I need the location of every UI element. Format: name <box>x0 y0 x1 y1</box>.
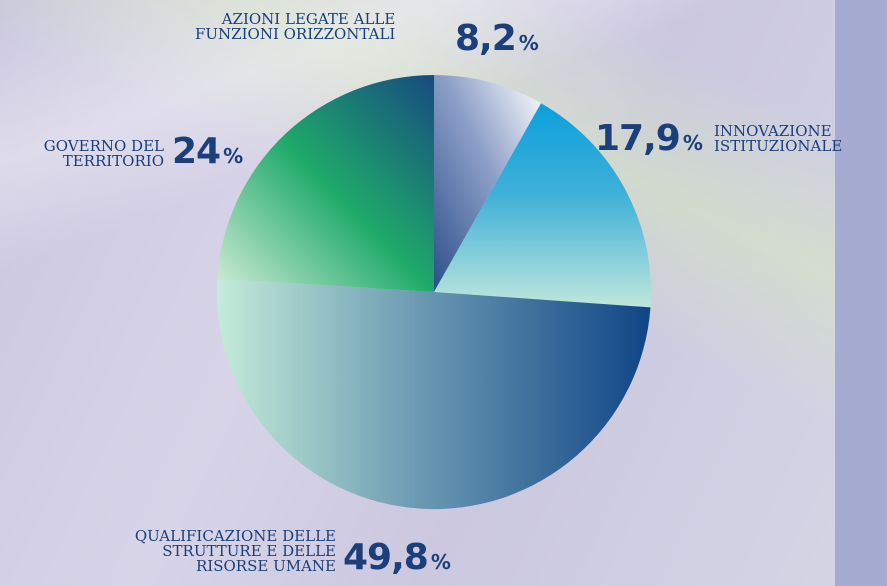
slice-label-innovazione: INNOVAZIONE ISTITUZIONALE <box>714 122 843 155</box>
slice-governo <box>217 75 434 292</box>
percent-sign: % <box>223 144 244 168</box>
slice-value-innovazione: 17,9 <box>595 118 681 159</box>
slice-percent-innovazione: 17,9% <box>595 118 703 159</box>
percent-sign: % <box>430 550 451 574</box>
slice-label-governo: GOVERNO DEL TERRITORIO <box>43 137 164 170</box>
slice-percent-governo: 24% <box>172 131 243 172</box>
slice-value-qualificazione: 49,8 <box>343 537 429 578</box>
slice-value-azioni: 8,2 <box>455 18 517 59</box>
slice-label-qualificazione: QUALIFICAZIONE DELLE STRUTTURE E DELLE R… <box>134 527 336 575</box>
percent-sign: % <box>518 31 539 55</box>
percent-sign: % <box>682 131 703 155</box>
slice-percent-qualificazione: 49,8% <box>343 537 451 578</box>
slice-azioni <box>434 75 542 292</box>
slice-percent-azioni: 8,2% <box>455 18 539 59</box>
slice-innovazione <box>434 103 652 308</box>
slice-qualificazione <box>216 278 651 510</box>
side-panel <box>835 0 887 586</box>
slice-value-governo: 24 <box>172 131 221 172</box>
slice-label-azioni: AZIONI LEGATE ALLE FUNZIONI ORIZZONTALI <box>195 10 396 43</box>
